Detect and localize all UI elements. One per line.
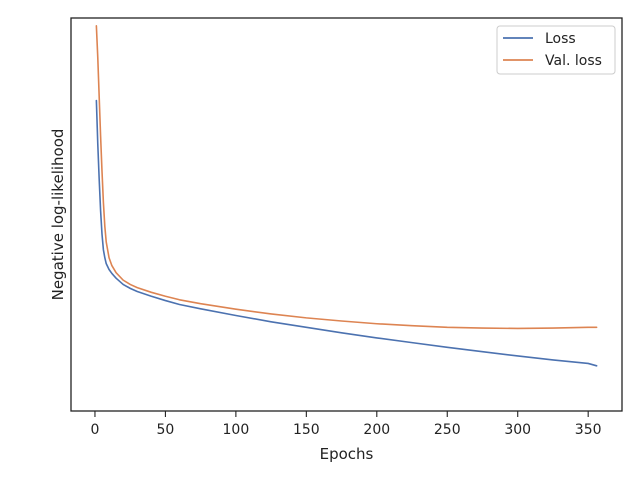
series-line-1	[95, 99, 598, 367]
y-axis-label: Negative log-likelihood	[49, 129, 67, 301]
legend-label-1: Loss	[545, 31, 576, 47]
x-tick-label: 0	[90, 422, 99, 438]
x-tick-label: 300	[504, 422, 531, 438]
legend-label-2: Val. loss	[545, 53, 602, 69]
x-tick-label: 350	[575, 422, 602, 438]
x-tick-label: 150	[293, 422, 320, 438]
series-layer	[95, 25, 598, 367]
axes-layer: 0 50 100 150 200 250 300 350 Epochs Negative log-…	[49, 17, 623, 463]
x-tick-label: 50	[157, 422, 175, 438]
x-tick-label: 100	[223, 422, 250, 438]
x-tick-label: 250	[434, 422, 461, 438]
x-axis-label: Epochs	[320, 445, 374, 463]
legend: Loss Val. loss	[496, 25, 616, 75]
series-line-2	[95, 25, 598, 330]
plot-frame	[70, 17, 623, 412]
x-tick-label: 200	[363, 422, 390, 438]
